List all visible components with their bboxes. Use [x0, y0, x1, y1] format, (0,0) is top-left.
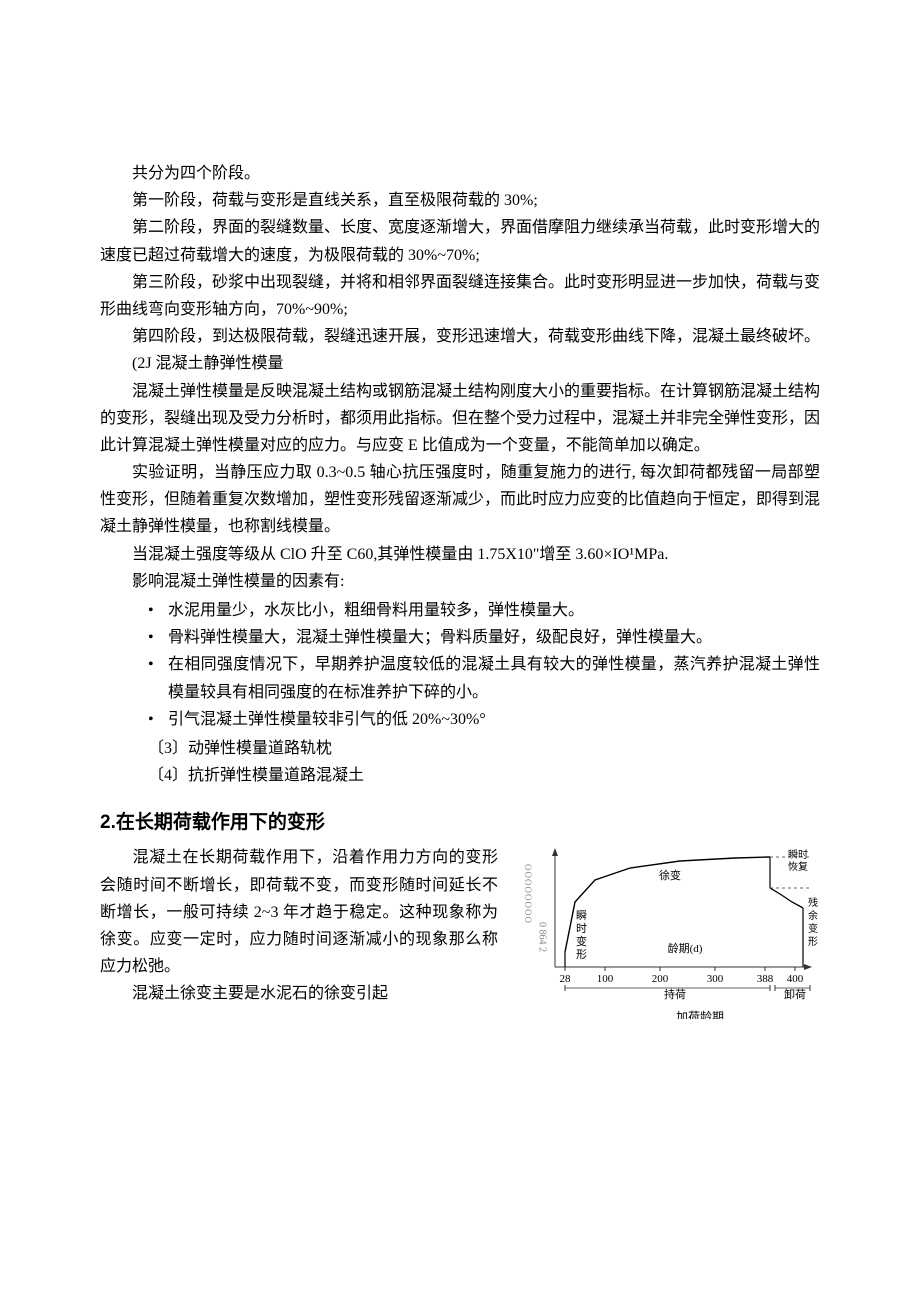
svg-text:200: 200	[652, 973, 669, 985]
paragraph: 第二阶段，界面的裂缝数量、长度、宽度逐渐增大，界面借摩阻力继续承当荷载，此时变形…	[100, 214, 820, 268]
paragraph: 影响混凝土弹性模量的因素有:	[100, 568, 820, 595]
paragraph-text: 混凝土在长期荷载作用下，沿着作用力方向的变形会随时间不断增长，即荷载不变，而变形…	[100, 849, 498, 975]
svg-text:形: 形	[576, 948, 587, 961]
paragraph: 共分为四个阶段。	[100, 160, 820, 187]
svg-text:持荷: 持荷	[664, 987, 686, 1001]
text-chart-wrap: OOOOOOOO0 864 228100200300388400徐变瞬时变形瞬时…	[100, 844, 820, 1019]
svg-text:恢复: 恢复	[788, 860, 808, 873]
svg-text:100: 100	[597, 973, 614, 985]
svg-text:OOOOOOOO: OOOOOOOO	[523, 864, 533, 924]
svg-text:龄期(d): 龄期(d)	[668, 941, 703, 955]
chart-caption: 加荷龄期	[580, 1008, 820, 1019]
svg-text:388: 388	[757, 973, 774, 985]
paragraph: 第三阶段，砂浆中出现裂缝，并将和相邻界面裂缝连接集合。此时变形明显进一步加快，荷…	[100, 269, 820, 323]
svg-text:变: 变	[576, 934, 587, 948]
svg-text:徐变: 徐变	[659, 868, 681, 882]
creep-chart: OOOOOOOO0 864 228100200300388400徐变瞬时变形瞬时…	[510, 844, 820, 1019]
paragraph: 第一阶段，荷载与变形是直线关系，直至极限荷载的 30%;	[100, 187, 820, 214]
list-item: 骨料弹性模量大，混凝土弹性模量大；骨料质量好，级配良好，弹性模量大。	[140, 624, 820, 651]
svg-text:余: 余	[808, 909, 818, 922]
svg-text:变: 变	[808, 922, 818, 935]
svg-text:28: 28	[560, 973, 572, 985]
list-item: 水泥用量少，水灰比小，粗细骨料用量较多，弹性模量大。	[140, 597, 820, 624]
creep-chart-svg: OOOOOOOO0 864 228100200300388400徐变瞬时变形瞬时…	[510, 844, 820, 1004]
svg-text:0 864 2: 0 864 2	[537, 922, 548, 952]
svg-text:时: 时	[576, 922, 587, 935]
svg-text:卸荷: 卸荷	[784, 987, 806, 1001]
paragraph: (2J 混凝土静弹性模量	[100, 350, 820, 377]
sub-item: 〔4〕抗折弹性模量道路混凝土	[148, 762, 820, 789]
sub-item: 〔3〕动弹性模量道路轨枕	[148, 735, 820, 762]
paragraph: 混凝土弹性模量是反映混凝土结构或钢筋混凝土结构刚度大小的重要指标。在计算钢筋混凝…	[100, 378, 820, 460]
list-item: 在相同强度情况下，早期养护温度较低的混凝土具有较大的弹性模量，蒸汽养护混凝土弹性…	[140, 651, 820, 705]
svg-text:形: 形	[808, 936, 818, 948]
svg-text:400: 400	[787, 973, 804, 985]
svg-text:瞬: 瞬	[576, 909, 587, 922]
paragraph: 第四阶段，到达极限荷载，裂缝迅速开展，变形迅速增大，荷载变形曲线下降，混凝土最终…	[100, 323, 820, 350]
bullet-list: 水泥用量少，水灰比小，粗细骨料用量较多，弹性模量大。 骨料弹性模量大，混凝土弹性…	[140, 597, 820, 733]
paragraph: 当混凝土强度等级从 ClO 升至 C60,其弹性模量由 1.75X10"增至 3…	[100, 541, 820, 568]
svg-text:瞬时: 瞬时	[788, 848, 808, 861]
section-heading: 2.在长期荷载作用下的变形	[100, 807, 820, 834]
svg-text:残: 残	[808, 896, 818, 909]
svg-text:300: 300	[707, 973, 724, 985]
list-item: 引气混凝土弹性模量较非引气的低 20%~30%°	[140, 706, 820, 733]
paragraph: 实验证明，当静压应力取 0.3~0.5 轴心抗压强度时，随重复施力的进行, 每次…	[100, 459, 820, 541]
